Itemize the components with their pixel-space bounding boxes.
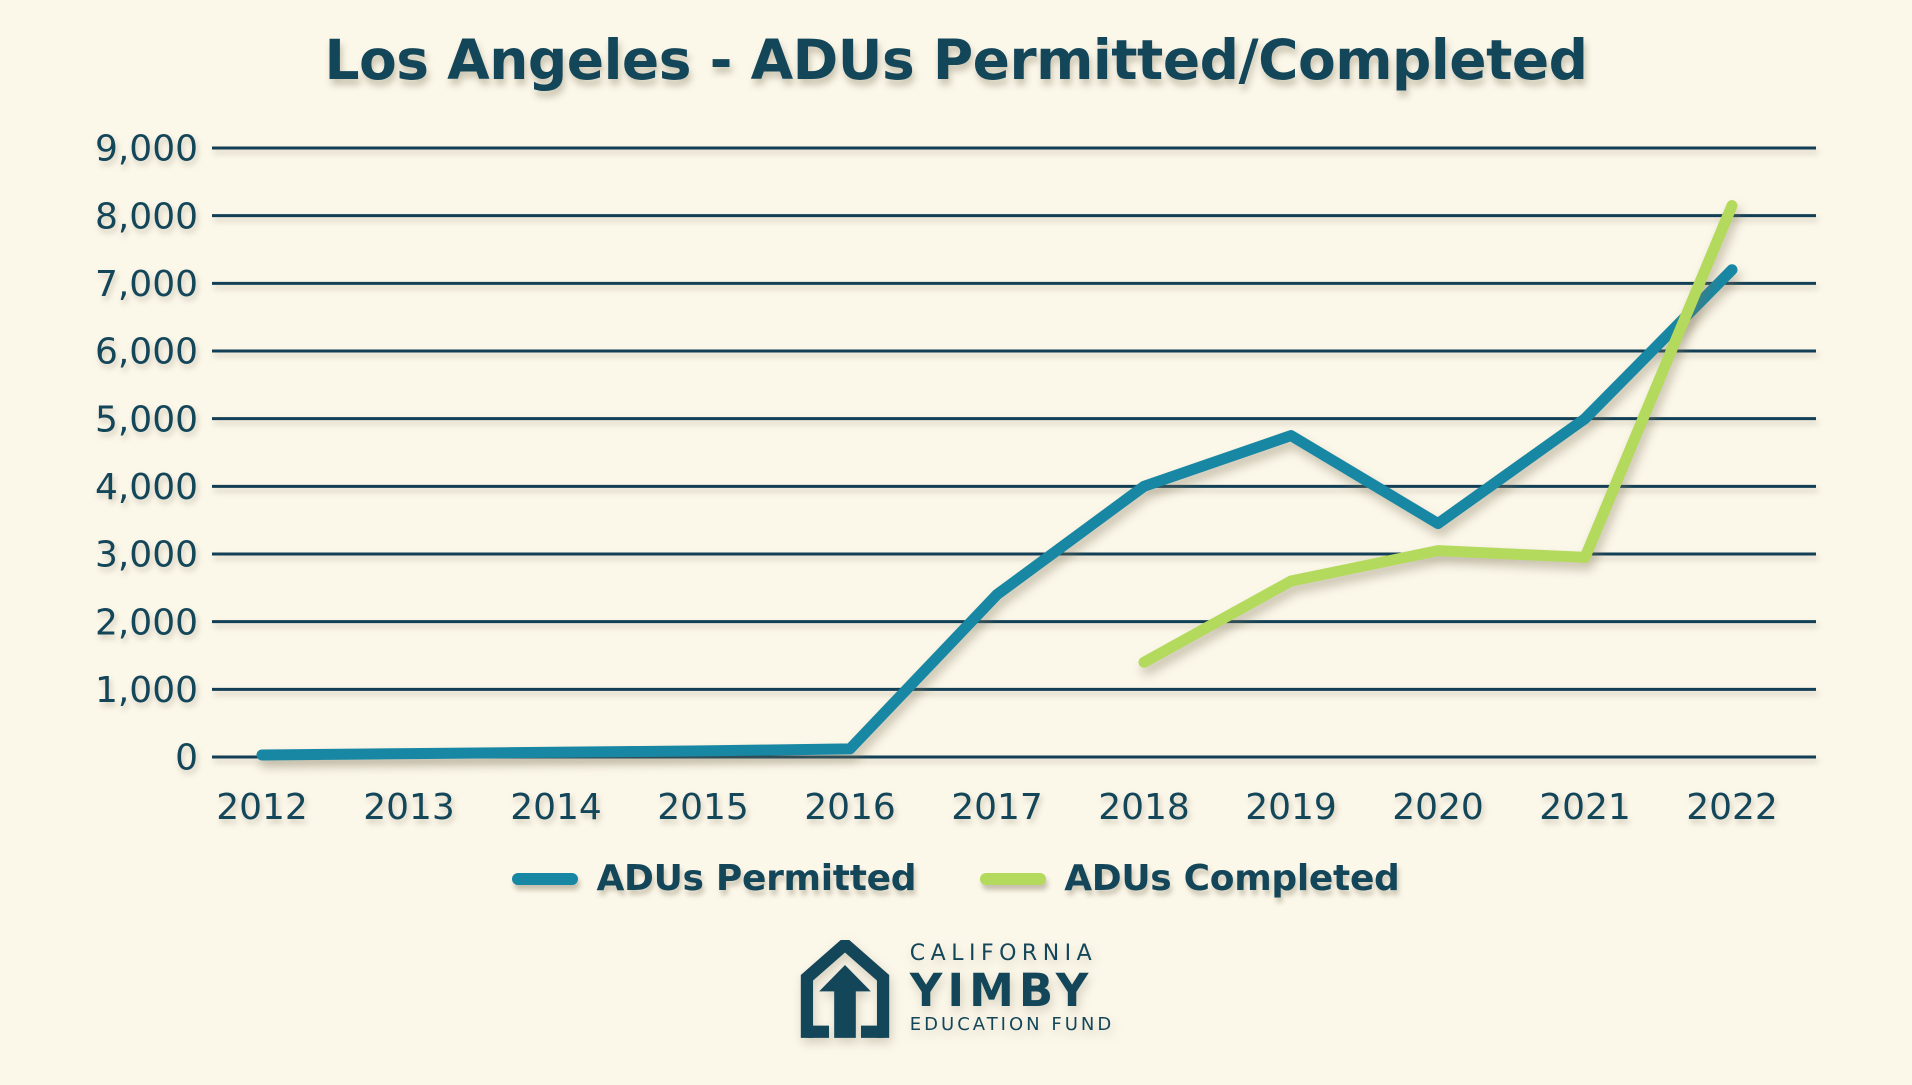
y-axis-tick-label: 1,000 <box>95 670 198 711</box>
completed-series-label: ADUs Completed <box>1064 858 1400 899</box>
y-axis-tick-label: 7,000 <box>95 264 198 305</box>
logo-text: CALIFORNIA YIMBY EDUCATION FUND <box>910 941 1114 1036</box>
x-axis-tick-label: 2017 <box>951 787 1043 828</box>
x-axis-tick-label: 2012 <box>216 787 308 828</box>
california-yimby-logo: CALIFORNIA YIMBY EDUCATION FUND <box>0 940 1912 1038</box>
house-up-arrow-icon <box>800 940 889 1038</box>
legend-item-completed: ADUs Completed <box>980 858 1400 899</box>
permitted-series-swatch <box>512 872 579 885</box>
logo-california-text: CALIFORNIA <box>909 941 1098 967</box>
chart-title: Los Angeles - ADUs Permitted/Completed <box>324 28 1588 92</box>
logo-education-fund-text: EDUCATION FUND <box>909 1014 1115 1036</box>
x-axis-tick-label: 2013 <box>363 787 455 828</box>
y-axis-tick-label: 5,000 <box>95 399 198 440</box>
x-axis-tick-label: 2021 <box>1539 787 1631 828</box>
x-axis-tick-label: 2015 <box>657 787 749 828</box>
series-line-permitted <box>256 264 1738 761</box>
permitted-series-label: ADUs Permitted <box>596 858 917 899</box>
house-outline <box>800 940 889 1038</box>
completed-series-swatch <box>980 872 1047 885</box>
y-axis-tick-label: 3,000 <box>95 535 198 576</box>
x-axis-tick-label: 2018 <box>1098 787 1190 828</box>
y-axis-tick-label: 6,000 <box>95 332 198 373</box>
x-axis-tick-label: 2014 <box>510 787 602 828</box>
y-axis-tick-label: 8,000 <box>95 196 198 237</box>
logo-yimby-text: YIMBY <box>909 963 1094 1017</box>
legend-item-permitted: ADUs Permitted <box>512 858 917 899</box>
x-axis-tick-label: 2016 <box>804 787 896 828</box>
y-axis-tick-label: 4,000 <box>95 467 198 508</box>
y-axis-tick-label: 0 <box>175 738 198 779</box>
y-axis-tick-label: 2,000 <box>95 602 198 643</box>
x-axis-tick-label: 2019 <box>1245 787 1337 828</box>
x-axis-tick-label: 2020 <box>1392 787 1484 828</box>
y-axis-tick-label: 9,000 <box>95 129 198 170</box>
x-axis-tick-label: 2022 <box>1686 787 1778 828</box>
series-line-completed <box>1138 200 1738 668</box>
chart-legend: ADUs Permitted ADUs Completed <box>0 858 1912 899</box>
up-arrow <box>818 965 871 1038</box>
